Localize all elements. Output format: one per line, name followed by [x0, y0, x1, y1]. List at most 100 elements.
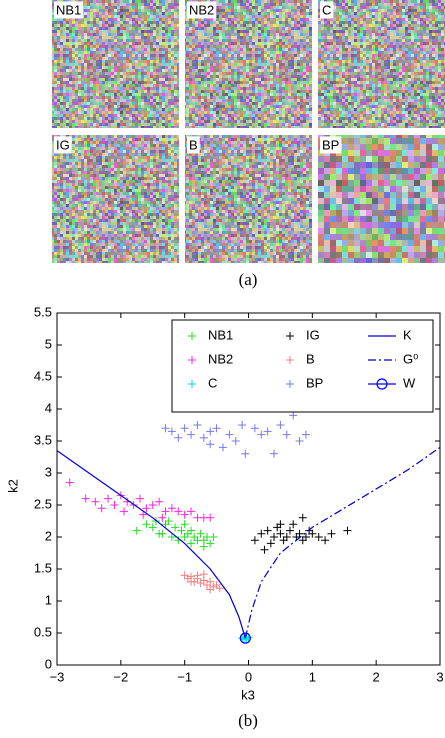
plus-marker — [263, 427, 272, 436]
legend-label: NB2 — [208, 351, 233, 366]
plus-marker — [135, 494, 144, 503]
plus-marker — [295, 437, 304, 445]
plus-marker — [142, 504, 151, 513]
y-tick-label: 2 — [45, 528, 52, 543]
plus-marker — [183, 574, 192, 583]
circle-marker — [239, 632, 251, 644]
plus-marker — [196, 529, 205, 538]
y-tick-label: 5 — [45, 336, 52, 351]
plus-marker — [314, 533, 323, 541]
plus-marker — [187, 507, 196, 516]
x-tick-label: 2 — [373, 669, 380, 684]
plus-marker — [199, 433, 208, 442]
legend-label: G⁰ — [403, 351, 418, 366]
noise-image — [52, 135, 179, 263]
y-axis-label: k2 — [5, 479, 20, 493]
plus-marker — [188, 356, 196, 364]
plus-marker — [81, 494, 90, 503]
plus-marker — [164, 517, 173, 525]
plot-layer — [57, 401, 440, 644]
plus-marker — [167, 533, 176, 541]
plus-marker — [241, 449, 250, 458]
plus-marker — [155, 529, 164, 538]
plus-marker — [301, 533, 310, 541]
plus-marker — [343, 526, 352, 535]
plus-marker — [155, 497, 164, 506]
plus-marker — [120, 507, 129, 516]
label-box — [320, 136, 342, 154]
label-box — [320, 1, 334, 19]
plus-marker — [206, 513, 215, 522]
x-tick-label: −3 — [50, 669, 65, 684]
plus-marker — [180, 533, 189, 541]
legend-label: C — [208, 375, 217, 390]
plus-marker — [285, 526, 294, 535]
plus-marker — [187, 577, 196, 586]
plus-marker — [266, 539, 275, 548]
panel-label: BP — [322, 137, 339, 152]
x-tick-label: 0 — [245, 669, 252, 684]
plus-marker — [242, 634, 251, 643]
y-tick-label: 3.5 — [34, 432, 52, 447]
plus-marker — [139, 510, 148, 519]
plus-marker — [104, 494, 113, 503]
plus-marker — [231, 437, 240, 445]
plus-marker — [282, 533, 291, 541]
legend-box — [171, 319, 434, 413]
y-tick-label: 1.5 — [34, 560, 52, 575]
plus-marker — [257, 430, 266, 439]
noise-image — [185, 135, 312, 263]
plus-marker — [188, 380, 196, 388]
plus-marker — [273, 523, 282, 532]
plus-marker — [286, 380, 294, 388]
plus-marker — [167, 427, 176, 436]
plus-marker — [148, 501, 157, 509]
plus-marker — [199, 542, 208, 551]
plus-marker — [321, 536, 330, 545]
curve — [244, 446, 440, 639]
plus-marker — [193, 421, 202, 429]
plus-marker — [187, 430, 196, 439]
plus-marker — [174, 433, 183, 442]
plus-marker — [301, 430, 310, 439]
y-tick-label: 3 — [45, 464, 52, 479]
plus-marker — [171, 523, 180, 532]
legend-marker — [376, 378, 388, 390]
plus-marker — [187, 526, 196, 535]
plus-marker — [65, 478, 74, 487]
plus-marker — [209, 533, 218, 541]
plus-marker — [295, 529, 304, 538]
plus-marker — [212, 424, 221, 433]
legend-label: NB1 — [208, 327, 233, 342]
caption: (b) — [238, 711, 258, 730]
plus-marker — [206, 539, 215, 548]
plus-marker — [206, 585, 215, 594]
plus-marker — [225, 430, 234, 439]
plus-marker — [110, 501, 119, 509]
x-tick-label: −2 — [113, 669, 128, 684]
plus-marker — [263, 526, 272, 535]
plus-marker — [289, 520, 298, 529]
panel-label: NB1 — [56, 2, 81, 17]
plus-marker — [161, 507, 170, 516]
noise-image — [185, 0, 312, 128]
plus-marker — [286, 356, 294, 364]
y-tick-label: 0.5 — [34, 624, 52, 639]
caption: (a) — [239, 270, 258, 289]
plus-marker — [308, 529, 317, 538]
plus-marker — [180, 424, 189, 433]
plus-marker — [276, 529, 285, 538]
panel-label: IG — [56, 137, 70, 152]
legend-label: BP — [306, 375, 323, 390]
plus-marker — [206, 427, 215, 436]
panel-label: NB2 — [189, 2, 214, 17]
plus-marker — [180, 510, 189, 519]
label-box — [187, 1, 217, 19]
plus-marker — [286, 332, 294, 340]
plus-marker — [180, 520, 189, 529]
plus-marker — [97, 504, 106, 513]
label-box — [54, 1, 84, 19]
y-tick-label: 4.5 — [34, 368, 52, 383]
